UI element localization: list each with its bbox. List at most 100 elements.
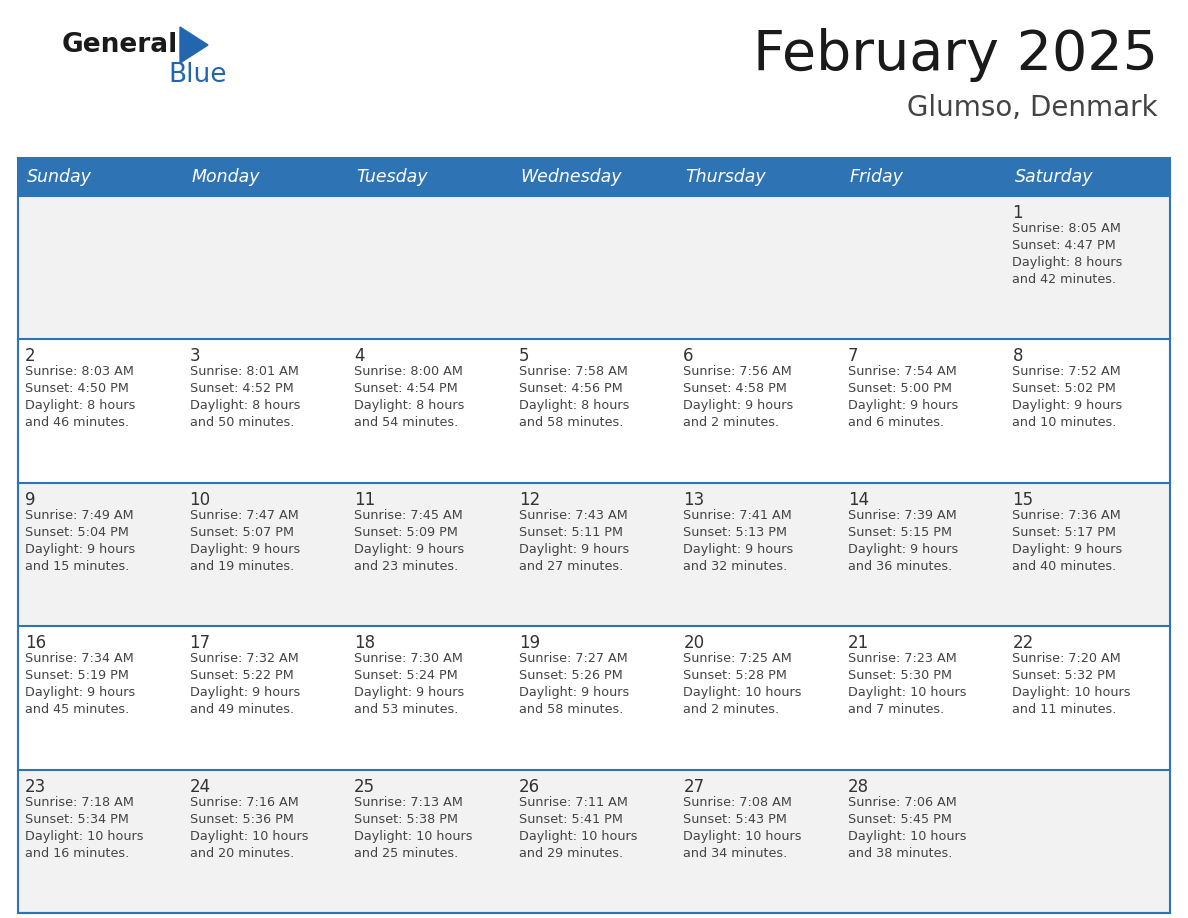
Text: Sunset: 5:45 PM: Sunset: 5:45 PM — [848, 812, 952, 825]
Text: and 25 minutes.: and 25 minutes. — [354, 846, 459, 859]
Text: Sunrise: 7:32 AM: Sunrise: 7:32 AM — [190, 652, 298, 666]
Text: Wednesday: Wednesday — [520, 168, 623, 186]
Text: Sunrise: 7:06 AM: Sunrise: 7:06 AM — [848, 796, 956, 809]
Text: Sunrise: 7:36 AM: Sunrise: 7:36 AM — [1012, 509, 1121, 521]
Text: Sunrise: 7:52 AM: Sunrise: 7:52 AM — [1012, 365, 1121, 378]
Text: 6: 6 — [683, 347, 694, 365]
Text: and 15 minutes.: and 15 minutes. — [25, 560, 129, 573]
Text: 22: 22 — [1012, 634, 1034, 652]
Text: Sunrise: 7:18 AM: Sunrise: 7:18 AM — [25, 796, 134, 809]
Text: Daylight: 10 hours: Daylight: 10 hours — [848, 830, 966, 843]
Text: and 40 minutes.: and 40 minutes. — [1012, 560, 1117, 573]
Text: Sunrise: 7:56 AM: Sunrise: 7:56 AM — [683, 365, 792, 378]
Text: and 10 minutes.: and 10 minutes. — [1012, 417, 1117, 430]
Text: Blue: Blue — [168, 62, 227, 88]
Text: Sunset: 5:02 PM: Sunset: 5:02 PM — [1012, 383, 1117, 396]
Text: Friday: Friday — [849, 168, 904, 186]
Bar — [676, 158, 841, 196]
Text: 28: 28 — [848, 778, 868, 796]
Bar — [18, 158, 183, 196]
Text: Sunset: 5:11 PM: Sunset: 5:11 PM — [519, 526, 623, 539]
Bar — [18, 483, 1170, 626]
Text: and 23 minutes.: and 23 minutes. — [354, 560, 459, 573]
Text: 8: 8 — [1012, 347, 1023, 365]
Text: Sunset: 4:56 PM: Sunset: 4:56 PM — [519, 383, 623, 396]
Text: 7: 7 — [848, 347, 859, 365]
Text: and 38 minutes.: and 38 minutes. — [848, 846, 953, 859]
Text: Sunrise: 7:47 AM: Sunrise: 7:47 AM — [190, 509, 298, 521]
Text: Sunrise: 7:23 AM: Sunrise: 7:23 AM — [848, 652, 956, 666]
Text: and 7 minutes.: and 7 minutes. — [848, 703, 944, 716]
Text: Daylight: 10 hours: Daylight: 10 hours — [683, 830, 802, 843]
Text: 17: 17 — [190, 634, 210, 652]
Text: and 42 minutes.: and 42 minutes. — [1012, 273, 1117, 286]
Text: 18: 18 — [354, 634, 375, 652]
Text: General: General — [62, 32, 178, 58]
Text: 26: 26 — [519, 778, 539, 796]
Bar — [347, 158, 512, 196]
Text: Sunrise: 7:45 AM: Sunrise: 7:45 AM — [354, 509, 463, 521]
Text: Sunrise: 8:00 AM: Sunrise: 8:00 AM — [354, 365, 463, 378]
Text: Sunrise: 7:20 AM: Sunrise: 7:20 AM — [1012, 652, 1121, 666]
Text: Daylight: 9 hours: Daylight: 9 hours — [848, 399, 958, 412]
Text: Daylight: 10 hours: Daylight: 10 hours — [354, 830, 473, 843]
Text: Sunday: Sunday — [27, 168, 91, 186]
Text: Daylight: 8 hours: Daylight: 8 hours — [190, 399, 299, 412]
Text: and 2 minutes.: and 2 minutes. — [683, 417, 779, 430]
Text: Tuesday: Tuesday — [356, 168, 428, 186]
Text: Sunrise: 7:34 AM: Sunrise: 7:34 AM — [25, 652, 134, 666]
Text: and 2 minutes.: and 2 minutes. — [683, 703, 779, 716]
Text: Daylight: 8 hours: Daylight: 8 hours — [519, 399, 630, 412]
Text: Sunrise: 7:58 AM: Sunrise: 7:58 AM — [519, 365, 627, 378]
Text: and 20 minutes.: and 20 minutes. — [190, 846, 293, 859]
Text: Daylight: 9 hours: Daylight: 9 hours — [190, 543, 299, 555]
Text: 19: 19 — [519, 634, 539, 652]
Text: Daylight: 9 hours: Daylight: 9 hours — [848, 543, 958, 555]
Text: Sunset: 5:32 PM: Sunset: 5:32 PM — [1012, 669, 1117, 682]
Text: Daylight: 9 hours: Daylight: 9 hours — [354, 686, 465, 700]
Text: and 29 minutes.: and 29 minutes. — [519, 846, 623, 859]
Text: Daylight: 9 hours: Daylight: 9 hours — [190, 686, 299, 700]
Text: Thursday: Thursday — [685, 168, 766, 186]
Text: 2: 2 — [25, 347, 36, 365]
Text: 15: 15 — [1012, 491, 1034, 509]
Text: and 49 minutes.: and 49 minutes. — [190, 703, 293, 716]
Bar — [18, 158, 1170, 913]
Text: Glumso, Denmark: Glumso, Denmark — [908, 94, 1158, 122]
Text: 27: 27 — [683, 778, 704, 796]
Text: Sunset: 5:15 PM: Sunset: 5:15 PM — [848, 526, 952, 539]
Text: Daylight: 9 hours: Daylight: 9 hours — [25, 686, 135, 700]
Text: Sunrise: 7:11 AM: Sunrise: 7:11 AM — [519, 796, 627, 809]
Text: February 2025: February 2025 — [753, 28, 1158, 82]
Text: and 11 minutes.: and 11 minutes. — [1012, 703, 1117, 716]
Bar — [841, 158, 1005, 196]
Text: Daylight: 8 hours: Daylight: 8 hours — [25, 399, 135, 412]
Text: 1: 1 — [1012, 204, 1023, 222]
Text: and 27 minutes.: and 27 minutes. — [519, 560, 623, 573]
Text: Sunset: 5:28 PM: Sunset: 5:28 PM — [683, 669, 788, 682]
Text: Sunset: 5:30 PM: Sunset: 5:30 PM — [848, 669, 952, 682]
Text: Sunset: 5:09 PM: Sunset: 5:09 PM — [354, 526, 459, 539]
Text: 3: 3 — [190, 347, 201, 365]
Text: Sunrise: 7:08 AM: Sunrise: 7:08 AM — [683, 796, 792, 809]
Text: Sunset: 4:50 PM: Sunset: 4:50 PM — [25, 383, 128, 396]
Text: and 36 minutes.: and 36 minutes. — [848, 560, 952, 573]
Text: Sunset: 5:00 PM: Sunset: 5:00 PM — [848, 383, 952, 396]
Text: Daylight: 10 hours: Daylight: 10 hours — [25, 830, 144, 843]
Text: Sunset: 5:17 PM: Sunset: 5:17 PM — [1012, 526, 1117, 539]
Bar — [1005, 158, 1170, 196]
Text: 12: 12 — [519, 491, 541, 509]
Text: and 54 minutes.: and 54 minutes. — [354, 417, 459, 430]
Text: Sunrise: 7:39 AM: Sunrise: 7:39 AM — [848, 509, 956, 521]
Text: and 50 minutes.: and 50 minutes. — [190, 417, 293, 430]
Bar — [183, 158, 347, 196]
Text: Sunset: 5:34 PM: Sunset: 5:34 PM — [25, 812, 128, 825]
Text: Sunrise: 7:25 AM: Sunrise: 7:25 AM — [683, 652, 792, 666]
Text: Sunrise: 7:27 AM: Sunrise: 7:27 AM — [519, 652, 627, 666]
Text: Daylight: 10 hours: Daylight: 10 hours — [190, 830, 308, 843]
Text: Daylight: 9 hours: Daylight: 9 hours — [354, 543, 465, 555]
Text: 11: 11 — [354, 491, 375, 509]
Text: Daylight: 9 hours: Daylight: 9 hours — [683, 543, 794, 555]
Text: Sunrise: 7:49 AM: Sunrise: 7:49 AM — [25, 509, 133, 521]
Text: Sunset: 4:58 PM: Sunset: 4:58 PM — [683, 383, 788, 396]
